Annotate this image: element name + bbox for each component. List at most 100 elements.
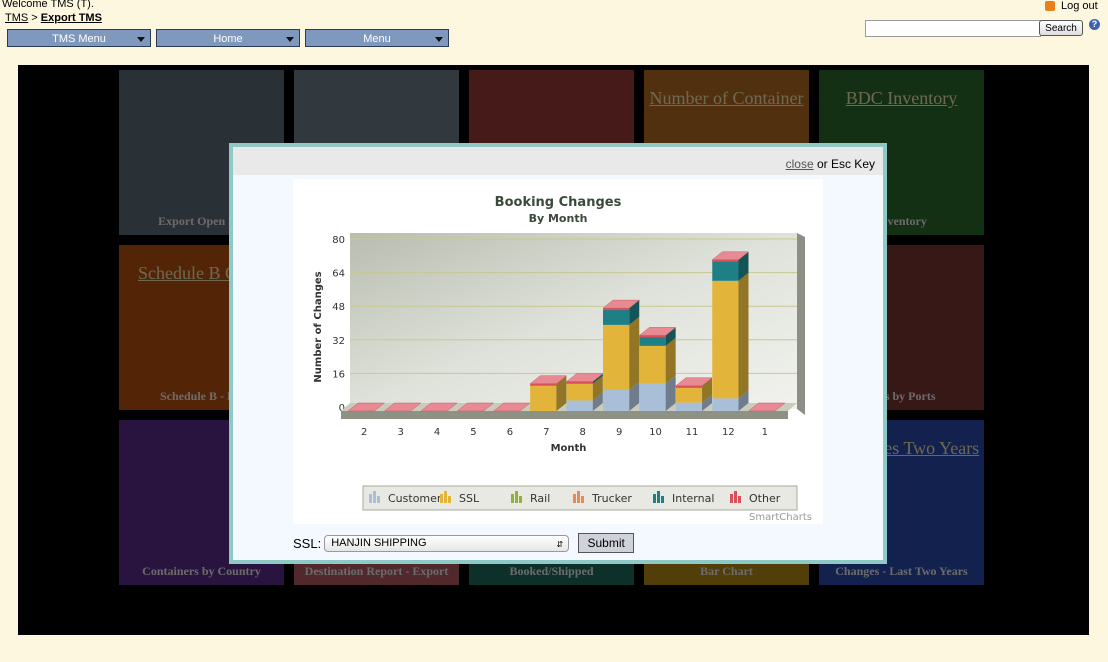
bar-segment-side — [665, 327, 676, 346]
bar-cap-front — [712, 259, 739, 262]
bar-cap-front — [603, 308, 630, 311]
bar-cap — [383, 402, 422, 412]
chart-subtitle: By Month — [529, 212, 588, 225]
close-hint: or Esc Key — [816, 157, 875, 171]
bar-segment — [566, 400, 593, 411]
chart-credit: SmartCharts — [749, 512, 812, 523]
ssl-form: SSL: HANJIN SHIPPING ⇵ Submit — [293, 533, 635, 553]
search-button[interactable]: Search — [1039, 20, 1083, 36]
x-tick-label: 7 — [543, 427, 549, 438]
legend-swatch — [373, 491, 376, 503]
legend-label: Internal — [672, 492, 714, 505]
y-axis-label: Number of Changes — [313, 271, 324, 382]
breadcrumb-tms-link[interactable]: TMS — [5, 12, 29, 24]
logout-label: Log out — [1061, 0, 1098, 12]
select-arrows-icon: ⇵ — [556, 539, 564, 549]
bar-segment-side — [738, 390, 749, 411]
bar-segment-side — [665, 375, 676, 411]
bar-segment-side — [556, 375, 567, 411]
legend-label: Trucker — [591, 492, 632, 505]
legend-swatch — [730, 494, 733, 503]
tile-title[interactable]: BDC Inventory — [845, 88, 958, 108]
chart-container: Booking Changes By Month 0 16 32 48 64 80 Number… — [293, 179, 823, 524]
legend-swatch — [573, 494, 576, 503]
bar-cap — [456, 402, 495, 412]
tile-label: Bar Chart — [700, 564, 753, 578]
ssl-select[interactable]: HANJIN SHIPPING ⇵ — [324, 534, 570, 552]
chart-modal: close or Esc Key Booking Changes By Month… — [229, 143, 887, 564]
tile-label: Schedule B - Pie — [160, 389, 243, 403]
legend-swatch — [653, 494, 656, 503]
tile-label: Containers by Country — [142, 564, 261, 578]
bar-segment — [639, 345, 666, 384]
help-icon[interactable]: ? — [1089, 19, 1100, 30]
bar-cap-front — [566, 381, 593, 384]
legend-swatch — [661, 496, 664, 503]
x-tick-label: 10 — [649, 427, 662, 438]
tile-title[interactable]: Number of Container — [649, 88, 804, 108]
close-link[interactable]: close — [785, 157, 814, 171]
legend-swatch — [581, 496, 584, 503]
bar-segment-side — [592, 375, 603, 401]
bar-segment-side — [665, 337, 676, 384]
breadcrumb-current[interactable]: Export TMS — [40, 12, 102, 24]
bar-segment — [603, 324, 630, 390]
legend-label: SSL — [459, 492, 480, 505]
legend-label: Other — [749, 492, 781, 505]
bar-segment — [639, 383, 666, 411]
tms-menu-button[interactable]: TMS Menu — [7, 29, 151, 47]
tile-label: Inventory — [876, 214, 927, 228]
bar-segment-side — [592, 392, 603, 411]
tile-label: Destination Report - Export — [304, 564, 449, 578]
menu-label: Menu — [363, 33, 391, 45]
bar-segment — [675, 402, 703, 411]
logout-link[interactable]: Log out — [1045, 0, 1098, 12]
x-tick-label: 4 — [434, 427, 440, 438]
legend-swatch — [738, 496, 741, 503]
menu-button[interactable]: Menu — [305, 29, 449, 47]
plot-side-wall — [797, 233, 805, 415]
legend-swatch — [734, 491, 737, 503]
bar-segment — [603, 390, 630, 411]
legend-swatch — [440, 494, 443, 503]
x-tick-label: 9 — [616, 427, 622, 438]
submit-button[interactable]: Submit — [578, 533, 635, 553]
tile-label: Changes - Last Two Years — [835, 564, 968, 578]
bar-cap-front — [530, 383, 557, 386]
bar-cap-front — [675, 385, 703, 388]
bar-segment — [639, 335, 666, 346]
y-tick-label: 32 — [332, 336, 345, 347]
x-tick-label: 3 — [397, 427, 403, 438]
close-row: close or Esc Key — [786, 157, 875, 171]
y-tick-label: 0 — [339, 403, 345, 414]
bar-segment-side — [629, 316, 640, 390]
legend-swatch — [511, 494, 514, 503]
legend-swatch — [369, 494, 372, 503]
legend-swatch — [515, 491, 518, 503]
ssl-label: SSL: — [293, 535, 322, 551]
legend-swatch — [448, 496, 451, 503]
bar-cap — [420, 402, 458, 412]
y-tick-label: 64 — [332, 269, 345, 280]
bar-cap — [747, 402, 786, 412]
bar-segment — [712, 398, 739, 411]
ssl-selected-value: HANJIN SHIPPING — [331, 536, 427, 549]
legend-label: Customer — [388, 492, 442, 505]
chart-title: Booking Changes — [495, 195, 622, 210]
x-tick-label: 1 — [762, 427, 768, 438]
breadcrumb: TMS > Export TMS — [5, 12, 102, 24]
bar-segment — [603, 308, 630, 325]
legend-swatch — [657, 491, 660, 503]
bar-cap — [675, 377, 713, 387]
search-input[interactable] — [865, 20, 1041, 37]
bar-segment — [712, 259, 739, 281]
bar-segment-side — [702, 394, 713, 411]
bar-segment-side — [738, 251, 749, 281]
home-menu-button[interactable]: Home — [156, 29, 300, 47]
bar-segment — [566, 383, 593, 401]
x-tick-label: 12 — [722, 427, 735, 438]
bar-segment-side — [592, 373, 603, 384]
y-tick-label: 80 — [332, 235, 345, 246]
bar-segment-side — [738, 272, 749, 399]
